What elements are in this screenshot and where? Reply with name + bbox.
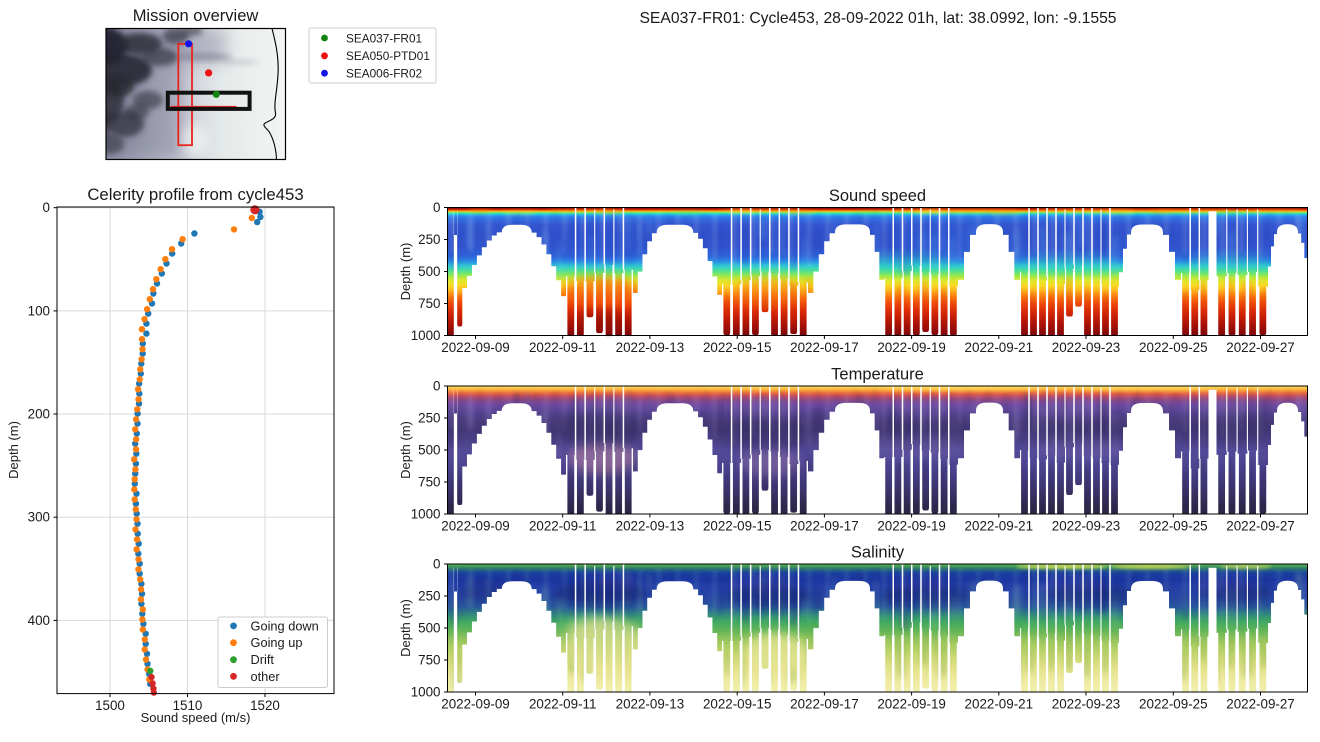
svg-text:500: 500 (418, 443, 440, 458)
svg-text:Depth (m): Depth (m) (398, 243, 413, 301)
svg-text:SEA050-PTD01: SEA050-PTD01 (346, 49, 430, 63)
svg-text:2022-09-11: 2022-09-11 (529, 340, 597, 355)
svg-text:2022-09-11: 2022-09-11 (529, 519, 597, 534)
svg-text:Temperature: Temperature (831, 366, 924, 384)
svg-text:Depth (m): Depth (m) (398, 421, 413, 479)
svg-text:2022-09-27: 2022-09-27 (1226, 519, 1295, 534)
svg-text:300: 300 (28, 510, 50, 525)
svg-text:1000: 1000 (411, 507, 441, 522)
svg-text:2022-09-09: 2022-09-09 (441, 340, 510, 355)
svg-text:2022-09-19: 2022-09-19 (877, 519, 946, 534)
svg-text:0: 0 (433, 557, 440, 572)
svg-text:2022-09-23: 2022-09-23 (1052, 697, 1121, 712)
svg-text:250: 250 (418, 411, 440, 426)
svg-text:Going up: Going up (251, 635, 303, 650)
svg-text:750: 750 (418, 653, 440, 668)
svg-text:other: other (251, 669, 281, 684)
svg-text:2022-09-21: 2022-09-21 (965, 519, 1034, 534)
svg-text:SEA037-FR01: SEA037-FR01 (346, 31, 422, 45)
svg-text:100: 100 (28, 303, 50, 318)
svg-text:750: 750 (418, 296, 440, 311)
svg-text:2022-09-17: 2022-09-17 (790, 340, 859, 355)
svg-text:2022-09-27: 2022-09-27 (1226, 697, 1295, 712)
svg-text:2022-09-15: 2022-09-15 (703, 697, 772, 712)
svg-text:400: 400 (28, 613, 50, 628)
svg-text:200: 200 (28, 407, 50, 422)
svg-text:2022-09-17: 2022-09-17 (790, 519, 859, 534)
svg-text:500: 500 (418, 264, 440, 279)
svg-text:2022-09-19: 2022-09-19 (877, 340, 946, 355)
svg-text:SEA037-FR01: Cycle453, 28-09-2: SEA037-FR01: Cycle453, 28-09-2022 01h, l… (639, 10, 1116, 27)
svg-text:1520: 1520 (250, 698, 280, 713)
svg-text:Sound speed: Sound speed (829, 187, 926, 205)
svg-text:2022-09-21: 2022-09-21 (965, 697, 1034, 712)
svg-text:2022-09-17: 2022-09-17 (790, 697, 859, 712)
svg-text:Celerity profile from cycle453: Celerity profile from cycle453 (87, 185, 303, 204)
svg-text:2022-09-19: 2022-09-19 (877, 697, 946, 712)
svg-text:1000: 1000 (411, 685, 441, 700)
svg-text:2022-09-23: 2022-09-23 (1052, 340, 1121, 355)
svg-text:Drift: Drift (251, 652, 275, 667)
svg-text:2022-09-13: 2022-09-13 (616, 519, 685, 534)
svg-text:2022-09-23: 2022-09-23 (1052, 519, 1121, 534)
svg-text:Mission overview: Mission overview (133, 7, 259, 25)
svg-text:Sound speed (m/s): Sound speed (m/s) (141, 710, 251, 725)
svg-text:2022-09-21: 2022-09-21 (965, 340, 1034, 355)
svg-text:2022-09-25: 2022-09-25 (1139, 697, 1208, 712)
svg-text:750: 750 (418, 475, 440, 490)
svg-text:2022-09-11: 2022-09-11 (529, 697, 597, 712)
svg-text:500: 500 (418, 621, 440, 636)
svg-text:1000: 1000 (411, 328, 441, 343)
svg-text:2022-09-13: 2022-09-13 (616, 697, 685, 712)
svg-text:2022-09-15: 2022-09-15 (703, 519, 772, 534)
svg-text:250: 250 (418, 232, 440, 247)
svg-text:Going down: Going down (251, 618, 319, 633)
svg-text:0: 0 (433, 200, 440, 215)
svg-text:2022-09-15: 2022-09-15 (703, 340, 772, 355)
svg-text:2022-09-09: 2022-09-09 (441, 697, 510, 712)
svg-text:0: 0 (43, 200, 50, 215)
svg-text:Depth (m): Depth (m) (398, 599, 413, 657)
svg-text:SEA006-FR02: SEA006-FR02 (346, 67, 422, 81)
svg-text:2022-09-13: 2022-09-13 (616, 340, 685, 355)
svg-text:2022-09-25: 2022-09-25 (1139, 340, 1208, 355)
svg-text:2022-09-09: 2022-09-09 (441, 519, 510, 534)
svg-text:1510: 1510 (173, 698, 203, 713)
svg-text:2022-09-25: 2022-09-25 (1139, 519, 1208, 534)
svg-text:250: 250 (418, 589, 440, 604)
svg-text:1500: 1500 (95, 698, 125, 713)
svg-text:2022-09-27: 2022-09-27 (1226, 340, 1295, 355)
svg-text:0: 0 (433, 379, 440, 394)
svg-text:Salinity: Salinity (851, 544, 905, 562)
svg-text:Depth (m): Depth (m) (6, 421, 21, 479)
